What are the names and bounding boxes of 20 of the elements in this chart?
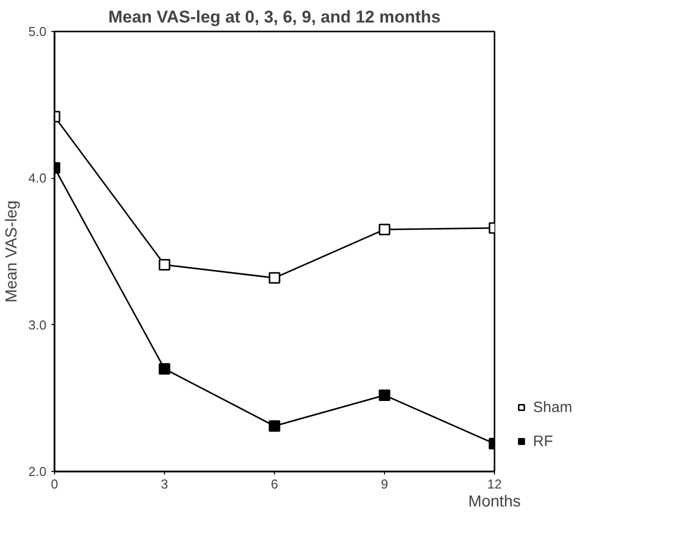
point [378,224,390,236]
y-tick-label: 5.0 [28,24,47,39]
y-axis-title: Mean VAS-leg [3,200,20,302]
point [268,272,280,284]
point [158,258,170,270]
point [378,389,390,401]
x-axis-title: Months [468,494,521,510]
x-tick-label: 3 [160,476,168,492]
x-tick-label: 12 [487,476,502,492]
x-tick-label: 0 [50,476,58,492]
point [158,363,170,375]
y-tick-label: 2.0 [28,464,47,479]
legend-label: RF [533,432,553,450]
x-tick-label: 6 [270,476,278,492]
chart-title: Mean VAS-leg at 0, 3, 6, 9, and 12 months [108,8,441,26]
legend-label: Sham [533,398,572,416]
point [268,420,280,432]
y-tick-label: 4.0 [28,170,47,186]
x-tick-label: 9 [380,476,388,492]
y-tick-label: 3.0 [28,317,47,332]
